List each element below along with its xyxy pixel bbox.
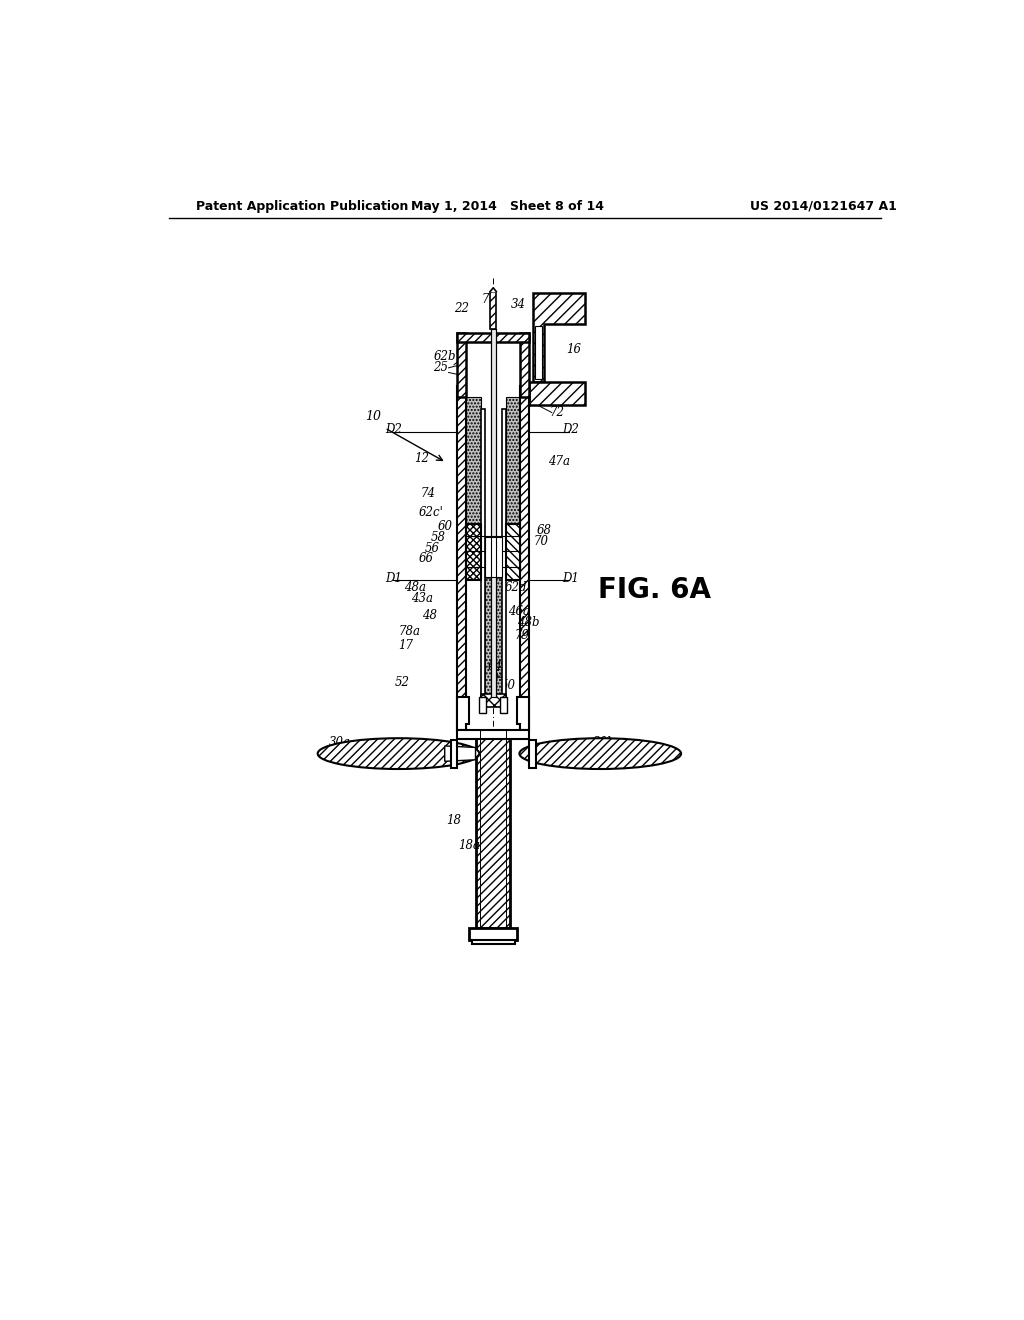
Polygon shape	[481, 409, 484, 697]
Bar	[506, 397, 520, 527]
Polygon shape	[481, 693, 506, 706]
Text: 78a: 78a	[398, 626, 420, 639]
Polygon shape	[517, 697, 529, 730]
Polygon shape	[532, 293, 585, 381]
Polygon shape	[457, 333, 529, 342]
Text: D2: D2	[385, 422, 402, 436]
Polygon shape	[451, 739, 457, 768]
Text: FIG. 6A: FIG. 6A	[598, 576, 711, 603]
Polygon shape	[502, 409, 506, 697]
Text: 12: 12	[414, 453, 429, 465]
Text: 77: 77	[482, 293, 497, 306]
Text: 46a: 46a	[508, 605, 530, 618]
Text: 16: 16	[566, 343, 582, 356]
Polygon shape	[484, 537, 502, 577]
Text: 62d: 62d	[504, 581, 526, 594]
Text: 68: 68	[537, 524, 552, 537]
Polygon shape	[528, 381, 585, 405]
Polygon shape	[444, 746, 475, 762]
Text: 30a: 30a	[329, 735, 351, 748]
Text: May 1, 2014   Sheet 8 of 14: May 1, 2014 Sheet 8 of 14	[412, 199, 604, 213]
Text: D1: D1	[562, 572, 580, 585]
Polygon shape	[529, 739, 536, 768]
Polygon shape	[520, 385, 529, 729]
Text: US 2014/0121647 A1: US 2014/0121647 A1	[751, 199, 897, 213]
Text: 66: 66	[419, 552, 434, 565]
Text: 70: 70	[534, 535, 549, 548]
Text: 48b: 48b	[517, 616, 540, 630]
Text: 62b': 62b'	[433, 350, 459, 363]
Polygon shape	[535, 326, 542, 379]
Text: 56: 56	[425, 541, 440, 554]
Text: 52: 52	[395, 676, 410, 689]
Text: 14: 14	[434, 750, 450, 763]
Text: 72: 72	[550, 407, 564, 418]
Text: Patent Application Publication: Patent Application Publication	[196, 199, 409, 213]
Polygon shape	[476, 730, 510, 928]
Text: 54: 54	[492, 671, 507, 684]
Text: D1: D1	[385, 572, 402, 585]
Ellipse shape	[317, 738, 479, 770]
Polygon shape	[457, 333, 466, 397]
Text: 48: 48	[422, 610, 437, 622]
Polygon shape	[490, 292, 497, 330]
Polygon shape	[472, 940, 515, 944]
Text: 48a: 48a	[404, 581, 426, 594]
Text: 47a: 47a	[548, 454, 569, 467]
Polygon shape	[469, 928, 517, 940]
Text: 79: 79	[515, 630, 530, 643]
Polygon shape	[490, 288, 497, 292]
Polygon shape	[457, 385, 466, 729]
Text: 17: 17	[398, 639, 413, 652]
Text: 34: 34	[510, 298, 525, 312]
Text: 74: 74	[420, 487, 435, 500]
Polygon shape	[520, 333, 529, 397]
Text: 18a: 18a	[459, 838, 480, 851]
Bar	[466, 397, 481, 527]
Text: 64: 64	[487, 660, 502, 673]
Ellipse shape	[519, 738, 681, 770]
Polygon shape	[490, 330, 496, 697]
Text: 60: 60	[437, 520, 453, 533]
Polygon shape	[457, 730, 529, 739]
Text: 58: 58	[431, 531, 446, 544]
Text: 62c': 62c'	[419, 506, 443, 519]
Text: 30b: 30b	[593, 735, 615, 748]
Text: 21: 21	[470, 933, 484, 946]
Polygon shape	[506, 524, 520, 581]
Text: D2: D2	[562, 422, 580, 436]
Text: 18: 18	[446, 814, 462, 828]
Text: 10: 10	[366, 409, 381, 422]
Text: 25: 25	[433, 362, 449, 375]
Polygon shape	[457, 697, 469, 730]
Polygon shape	[479, 697, 486, 713]
Text: 22: 22	[455, 302, 469, 315]
Text: 43a: 43a	[411, 593, 432, 606]
Text: 50: 50	[501, 680, 515, 693]
Polygon shape	[466, 524, 481, 581]
Polygon shape	[500, 697, 507, 713]
Bar	[484, 578, 502, 697]
